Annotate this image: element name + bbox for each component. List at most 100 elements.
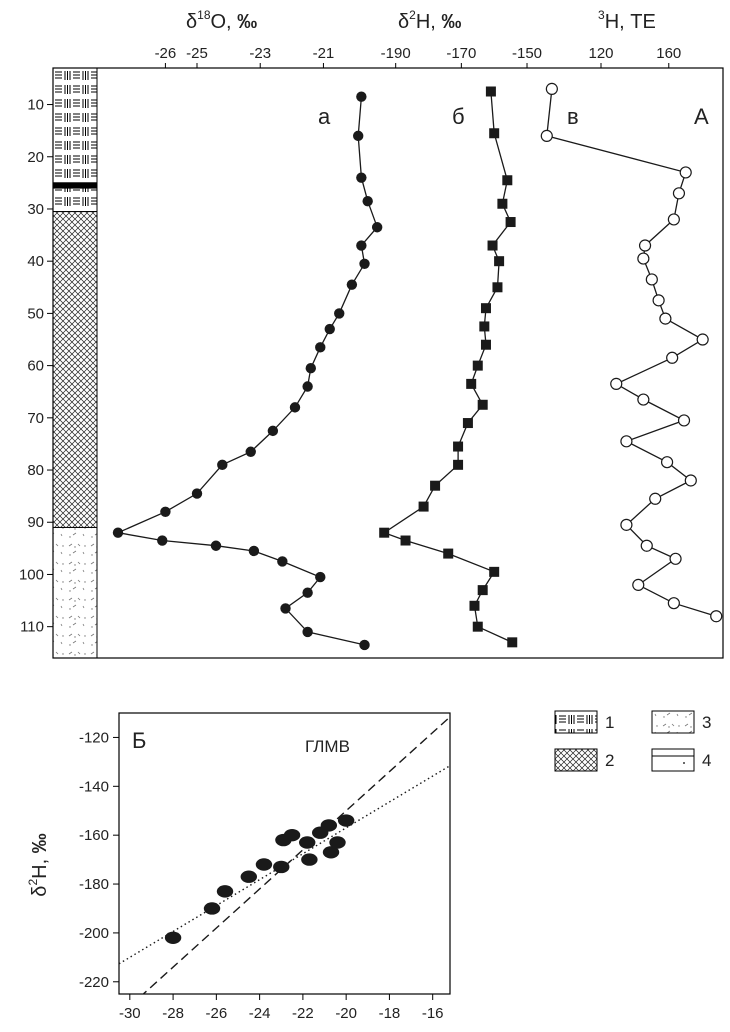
x-tick-label-1: -170: [446, 45, 476, 62]
series-line-2: [546, 88, 717, 617]
tritium-point: [637, 252, 650, 265]
scatter-x-tick-label: -16: [422, 1005, 444, 1022]
depth-tick-label: 70: [27, 410, 44, 427]
d18O-point: [305, 363, 316, 374]
litho-crosshatch: [52, 211, 98, 528]
tritium-point: [672, 187, 686, 200]
litho-layered-upper: [52, 67, 98, 184]
d18O-point: [324, 323, 335, 335]
label-v: в: [567, 104, 579, 129]
d2H-point: [472, 360, 483, 371]
d18O-point: [315, 571, 326, 583]
d18O-point: [302, 626, 313, 638]
d18O-point: [371, 222, 383, 233]
x-tick-label-1: -150: [512, 45, 542, 62]
d2H-point: [462, 418, 473, 429]
scatter-point: [203, 902, 221, 915]
litho-band: [52, 182, 98, 189]
x-tick-label-2: 120: [588, 45, 613, 62]
d2H-point: [453, 441, 464, 452]
d2H-point: [469, 600, 480, 611]
x-tick-label-0: -25: [186, 45, 208, 62]
d2H-point: [489, 128, 500, 139]
d18O-point: [210, 540, 222, 551]
scatter-panel: -30 -28 -26 -24 -22 -20 -18 -16 -220 -200 -180 -160…: [79, 712, 451, 1022]
d18O-point: [289, 402, 301, 413]
d2H-point: [477, 585, 488, 596]
x-tick-label-1: -190: [381, 45, 411, 62]
scatter-point: [240, 870, 258, 883]
tritium-point: [649, 492, 662, 505]
d18O-point: [356, 91, 367, 102]
d18O-point: [248, 545, 260, 557]
tritium-point: [632, 578, 645, 592]
depth-tick-label: 60: [27, 358, 44, 375]
d18O-point: [160, 506, 171, 518]
legend-swatch-4-dot: [683, 762, 685, 764]
scatter-y-tick-label: -220: [79, 974, 109, 991]
d18O-point: [315, 342, 326, 353]
series-line-1: [382, 91, 513, 643]
d2H-point: [430, 480, 441, 491]
d2H-point: [443, 548, 454, 559]
scatter-x-tick-label: -24: [249, 1005, 271, 1022]
label-B: Б: [132, 728, 146, 753]
tritium-point: [652, 294, 665, 307]
d2H-point: [487, 240, 498, 251]
scatter-x-tick-label: -18: [379, 1005, 401, 1022]
tritium-point: [677, 414, 691, 427]
legend-swatch-1: [554, 710, 598, 734]
tritium-point: [660, 456, 674, 469]
litho-sand: [52, 526, 98, 659]
scatter-point: [164, 931, 182, 944]
series-line-0: [115, 96, 378, 646]
d2H-point: [489, 566, 500, 577]
d18O-point: [267, 425, 279, 437]
tritium-point: [545, 82, 558, 95]
scatter-point: [322, 846, 340, 859]
litho-layered-lower: [52, 187, 98, 213]
depth-tick-label: 20: [27, 149, 44, 166]
scatter-y-tick-label: -180: [79, 876, 109, 893]
tritium-point: [679, 166, 692, 179]
x-tick-label-0: -21: [313, 45, 335, 62]
legend-swatch-3: [651, 710, 695, 734]
scatter-point: [320, 819, 338, 832]
legend: 1 2 3 4: [554, 710, 711, 772]
scatter-point: [255, 858, 273, 871]
depth-tick-label: 100: [19, 566, 44, 583]
scatter-point: [299, 836, 316, 849]
x-tick-label-0: -23: [249, 45, 271, 62]
depth-tick-label: 40: [27, 253, 44, 270]
scatter-point: [216, 885, 234, 898]
label-a: а: [318, 104, 331, 129]
d2H-point: [507, 637, 518, 648]
d18O-point: [352, 130, 364, 142]
scatter-y-tick-label: -160: [79, 827, 109, 844]
tritium-point: [684, 474, 697, 487]
legend-num-3: 3: [702, 713, 711, 732]
label-b: б: [452, 104, 465, 129]
depth-tick-label: 90: [27, 514, 44, 531]
tritium-point: [637, 393, 650, 406]
header-tritium: 3H, ТЕ: [598, 8, 656, 33]
profile-frame: [52, 67, 724, 659]
d2H-point: [497, 198, 508, 209]
tritium-point: [645, 273, 658, 286]
scatter-y-tick-label: -140: [79, 778, 109, 795]
d2H-point: [466, 378, 477, 389]
tritium-point: [620, 518, 633, 531]
d18O-point: [112, 527, 124, 538]
scatter-x-tick-label: -22: [292, 1005, 314, 1022]
d2H-point: [479, 321, 490, 332]
d18O-point: [302, 587, 313, 598]
d2H-point: [502, 175, 513, 186]
d2H-point: [472, 621, 483, 632]
d18O-point: [359, 639, 370, 651]
label-A: А: [694, 104, 709, 129]
x-tick-label-2: 160: [656, 45, 681, 62]
depth-tick-label: 30: [27, 201, 44, 218]
d18O-point: [277, 556, 288, 567]
legend-num-2: 2: [605, 751, 614, 770]
scatter-point: [301, 853, 318, 866]
